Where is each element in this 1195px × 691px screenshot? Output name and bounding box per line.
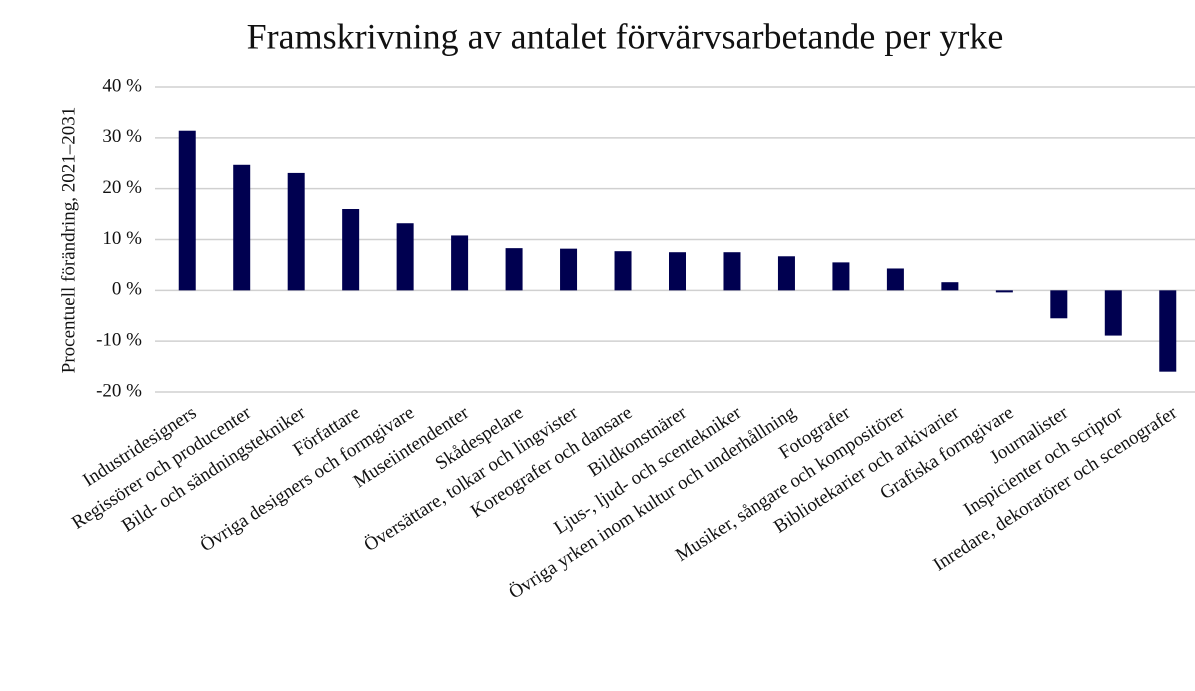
bar (342, 209, 360, 291)
bar (1050, 290, 1068, 319)
bar (941, 282, 959, 291)
bar (614, 251, 632, 291)
y-tick-label: 0 % (112, 279, 142, 300)
bar (1159, 290, 1177, 372)
bar (560, 248, 578, 291)
y-tick-label: -10 % (96, 330, 142, 351)
y-tick-label: 20 % (102, 177, 142, 198)
bar (669, 252, 686, 291)
y-tick-label: 40 % (102, 75, 142, 96)
y-tick-label: -20 % (96, 380, 142, 401)
bar (1104, 290, 1122, 336)
bar (886, 268, 904, 291)
bar (396, 223, 414, 291)
y-tick-label: 10 % (102, 228, 142, 249)
bar (451, 235, 469, 291)
y-tick-label: 30 % (102, 126, 142, 147)
bar (777, 256, 795, 291)
bar (178, 130, 196, 291)
bar (233, 164, 251, 291)
bar (723, 252, 741, 291)
y-axis-label: Procentuell förändring, 2021–2031 (58, 107, 79, 373)
chart-title: Framskrivning av antalet förvärvsarbetan… (247, 16, 1004, 56)
bar (505, 248, 523, 291)
bar (287, 172, 305, 291)
bar (832, 262, 850, 291)
bar (995, 290, 1013, 293)
